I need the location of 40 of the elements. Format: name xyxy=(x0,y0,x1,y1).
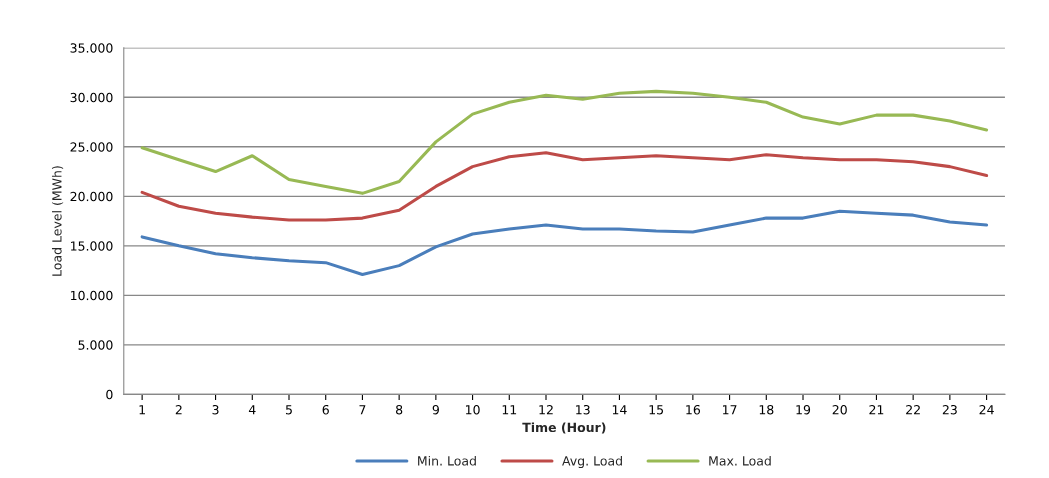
y-tick-label: 0 xyxy=(106,389,113,400)
x-tick-label: 14 xyxy=(612,405,627,415)
y-tick-label: 25.000 xyxy=(70,142,113,152)
legend-label: Max. Load xyxy=(709,455,771,466)
x-tick-label: 23 xyxy=(942,404,957,415)
legend-label: Avg. Load xyxy=(562,455,622,468)
x-tick-label: 18 xyxy=(759,404,774,415)
x-tick-label: 17 xyxy=(723,405,737,415)
legend-label: Min. Load xyxy=(418,455,476,466)
y-axis-title: Load Level (MWh) xyxy=(51,166,64,276)
x-tick-label: 4 xyxy=(248,405,256,415)
y-tick-label: 35.000 xyxy=(70,43,113,53)
x-tick-label: 15 xyxy=(649,405,664,415)
x-tick-label: 12 xyxy=(539,404,553,415)
x-tick-label: 2 xyxy=(175,404,182,415)
x-tick-label: 11 xyxy=(502,405,517,415)
y-tick-label: 30.000 xyxy=(70,92,113,103)
y-tick-label: 15.000 xyxy=(71,241,113,251)
y-tick-label: 20.000 xyxy=(70,191,113,202)
x-tick-label: 20 xyxy=(832,404,847,415)
line-series xyxy=(140,89,989,195)
x-tick-label: 9 xyxy=(432,404,439,415)
x-tick-label: 19 xyxy=(796,404,811,415)
x-axis-title: Time (Hour) xyxy=(522,422,606,434)
x-tick-label: 6 xyxy=(322,404,329,415)
x-tick-label: 13 xyxy=(576,404,590,415)
x-tick-label: 10 xyxy=(465,404,480,415)
y-tick-label: 5.000 xyxy=(78,340,113,350)
y-tick-label: 10.000 xyxy=(71,290,113,301)
line-series xyxy=(140,151,989,222)
x-tick-label: 24 xyxy=(979,404,994,415)
x-tick-label: 21 xyxy=(869,404,884,415)
x-tick-label: 22 xyxy=(906,404,920,415)
x-tick-label: 3 xyxy=(212,404,219,415)
x-tick-label: 5 xyxy=(285,405,292,415)
x-tick-label: 8 xyxy=(396,404,403,415)
line-series xyxy=(140,209,989,277)
x-tick-label: 1 xyxy=(139,405,145,415)
x-tick-label: 16 xyxy=(686,404,701,415)
x-tick-label: 7 xyxy=(359,405,366,415)
